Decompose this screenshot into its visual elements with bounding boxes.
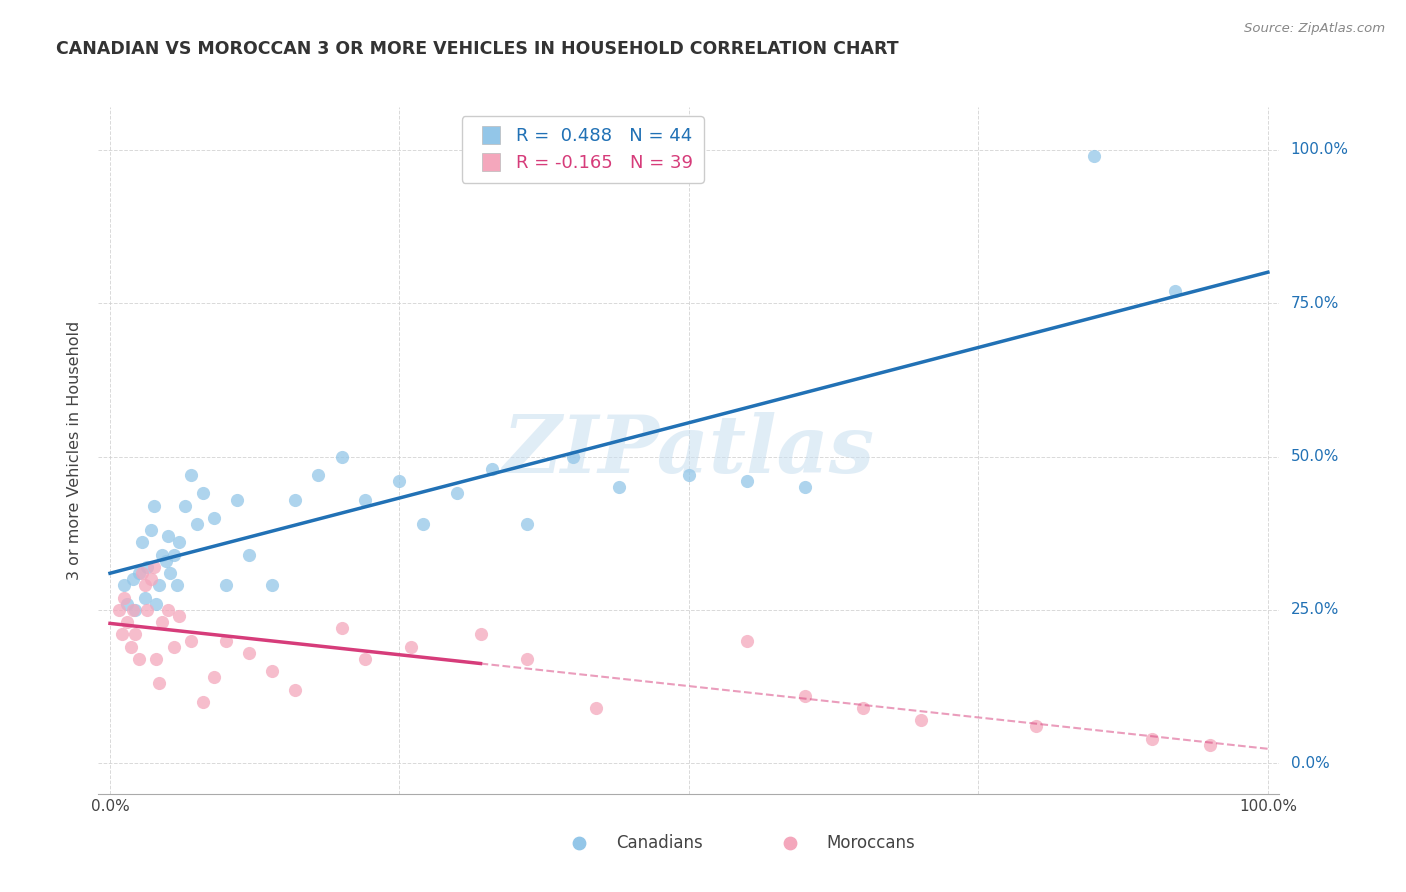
Point xyxy=(412,516,434,531)
Point xyxy=(156,529,179,543)
Point xyxy=(150,548,173,562)
Point xyxy=(155,554,177,568)
Point xyxy=(910,714,932,728)
Point xyxy=(793,480,815,494)
Point xyxy=(131,566,153,581)
Point xyxy=(735,474,758,488)
Point xyxy=(562,450,585,464)
Text: 100.0%: 100.0% xyxy=(1291,143,1348,158)
Point xyxy=(1140,731,1163,746)
Point xyxy=(148,578,170,592)
Point xyxy=(215,633,238,648)
Point xyxy=(145,652,167,666)
Text: ZIPatlas: ZIPatlas xyxy=(503,412,875,489)
Point xyxy=(150,615,173,630)
Point xyxy=(128,652,150,666)
Point xyxy=(779,836,801,850)
Point xyxy=(1164,284,1187,298)
Point xyxy=(124,627,146,641)
Point xyxy=(134,591,156,605)
Point xyxy=(180,633,202,648)
Point xyxy=(139,572,162,586)
Point xyxy=(330,450,353,464)
Point xyxy=(388,474,411,488)
Point xyxy=(1083,149,1105,163)
Point xyxy=(215,578,238,592)
Point xyxy=(678,467,700,482)
Point xyxy=(148,676,170,690)
Point xyxy=(166,578,188,592)
Point xyxy=(169,535,191,549)
Point xyxy=(516,516,538,531)
Y-axis label: 3 or more Vehicles in Household: 3 or more Vehicles in Household xyxy=(67,321,83,580)
Point xyxy=(139,523,162,537)
Point xyxy=(117,615,139,630)
Point xyxy=(735,633,758,648)
Point xyxy=(353,652,375,666)
Point xyxy=(145,597,167,611)
Point xyxy=(108,603,131,617)
Point xyxy=(585,701,607,715)
Text: 0.0%: 0.0% xyxy=(1291,756,1329,771)
Point xyxy=(568,836,591,850)
Point xyxy=(117,597,139,611)
Point xyxy=(191,695,214,709)
Point xyxy=(110,627,132,641)
Point xyxy=(136,603,159,617)
Point xyxy=(128,566,150,581)
Point xyxy=(134,578,156,592)
Point xyxy=(330,621,353,635)
Point xyxy=(852,701,875,715)
Point xyxy=(609,480,631,494)
Text: 25.0%: 25.0% xyxy=(1291,602,1339,617)
Point xyxy=(122,572,145,586)
Point xyxy=(226,492,249,507)
Point xyxy=(238,646,260,660)
Point xyxy=(1199,738,1222,752)
Point xyxy=(481,462,503,476)
Point xyxy=(124,603,146,617)
Point xyxy=(191,486,214,500)
Point xyxy=(163,548,186,562)
Point xyxy=(112,578,135,592)
Point xyxy=(202,511,225,525)
Legend: R =  0.488   N = 44, R = -0.165   N = 39: R = 0.488 N = 44, R = -0.165 N = 39 xyxy=(461,116,704,183)
Text: CANADIAN VS MOROCCAN 3 OR MORE VEHICLES IN HOUSEHOLD CORRELATION CHART: CANADIAN VS MOROCCAN 3 OR MORE VEHICLES … xyxy=(56,40,898,58)
Point xyxy=(262,664,284,678)
Text: Source: ZipAtlas.com: Source: ZipAtlas.com xyxy=(1244,22,1385,36)
Point xyxy=(156,603,179,617)
Point xyxy=(470,627,492,641)
Point xyxy=(169,609,191,624)
Text: 75.0%: 75.0% xyxy=(1291,296,1339,310)
Point xyxy=(122,603,145,617)
Point xyxy=(284,682,307,697)
Point xyxy=(793,689,815,703)
Point xyxy=(143,499,166,513)
Point xyxy=(131,535,153,549)
Point xyxy=(284,492,307,507)
Point xyxy=(1025,719,1047,733)
Point xyxy=(174,499,197,513)
Point xyxy=(136,560,159,574)
Text: Moroccans: Moroccans xyxy=(827,834,915,852)
Text: Canadians: Canadians xyxy=(616,834,703,852)
Point xyxy=(186,516,208,531)
Point xyxy=(159,566,181,581)
Point xyxy=(516,652,538,666)
Point xyxy=(120,640,142,654)
Point xyxy=(307,467,329,482)
Point xyxy=(262,578,284,592)
Text: 50.0%: 50.0% xyxy=(1291,449,1339,464)
Point xyxy=(446,486,468,500)
Point xyxy=(202,670,225,684)
Point xyxy=(180,467,202,482)
Point xyxy=(399,640,422,654)
Point xyxy=(163,640,186,654)
Point xyxy=(112,591,135,605)
Point xyxy=(143,560,166,574)
Point xyxy=(238,548,260,562)
Point xyxy=(353,492,375,507)
